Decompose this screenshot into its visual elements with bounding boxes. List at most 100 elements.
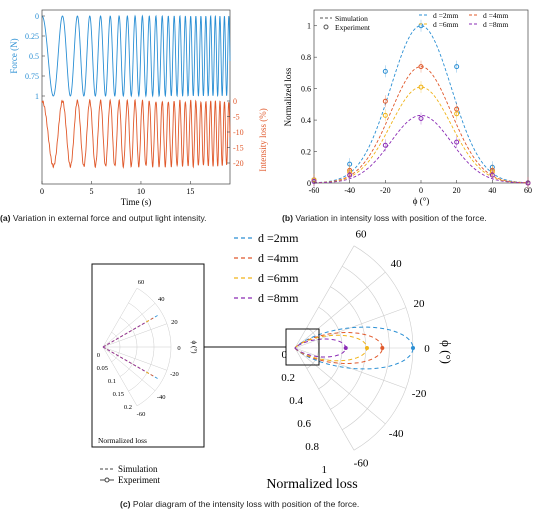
- radial-tick-label: 0.4: [289, 395, 303, 407]
- experiment-point: [347, 172, 353, 178]
- force-series: [41, 14, 231, 98]
- inset-spoke: [102, 346, 156, 391]
- intensity-series: [41, 98, 231, 169]
- plot-frame: [313, 9, 529, 184]
- inset-radial-label: 0.2: [124, 404, 132, 411]
- legend-label: d =4mm: [258, 251, 299, 265]
- y-tick-label: 0.8: [301, 53, 311, 62]
- left-tick-label: 0.5: [29, 52, 39, 61]
- x-tick-label: 40: [488, 186, 496, 195]
- bottom-legend-exp-label: Experiment: [118, 475, 160, 485]
- legend-sim-label: Simulation: [335, 14, 368, 23]
- angle-label: 40: [391, 258, 403, 270]
- caption-a: (a) Variation in external force and outp…: [0, 213, 207, 223]
- y-axis-label: Normalized loss: [283, 67, 293, 126]
- inset-spoke: [102, 287, 138, 348]
- angle-label: 20: [414, 298, 426, 310]
- radial-tick-label: 0.6: [297, 418, 311, 430]
- x-axis-label: ϕ (°): [413, 196, 430, 206]
- y-tick-label: 0: [307, 179, 311, 188]
- inset-radial-label: 0: [97, 352, 100, 359]
- experiment-point: [418, 84, 424, 90]
- caption-a-letter: (a): [0, 213, 11, 223]
- legend-label: d =8mm: [483, 20, 508, 29]
- simulation-curve: [313, 114, 529, 184]
- angle-label: -60: [354, 457, 369, 469]
- inset-angle-label: -20: [170, 371, 179, 378]
- experiment-point: [382, 68, 388, 74]
- inset-phi-label: ϕ (°): [190, 341, 198, 355]
- inset-spoke: [102, 346, 167, 371]
- legend-label: d =2mm: [433, 11, 458, 20]
- left-tick-label: 0.75: [25, 72, 39, 81]
- inset-radial-label: 0.05: [97, 365, 108, 372]
- polar-spoke: [294, 245, 355, 349]
- y-tick-label: 0.4: [301, 116, 311, 125]
- inset-radial-label: 0.1: [108, 378, 116, 385]
- experiment-point: [454, 139, 460, 145]
- radial-axis-label: Normalized loss: [266, 477, 357, 492]
- x-tick-label: -20: [380, 186, 391, 195]
- bottom-legend-exp-marker: [104, 477, 110, 483]
- polar-point: [364, 346, 369, 350]
- radial-tick-label: 0: [282, 349, 288, 361]
- right-tick-label: -15: [233, 144, 244, 153]
- caption-c-text: Polar diagram of the intensity loss with…: [132, 499, 360, 509]
- experiment-point: [311, 178, 317, 184]
- right-tick-label: -5: [233, 113, 240, 122]
- caption-c: (c) Polar diagram of the intensity loss …: [120, 499, 359, 509]
- legend-label: d =6mm: [433, 20, 458, 29]
- inset-spoke: [102, 303, 156, 348]
- legend-exp-marker: [323, 24, 329, 30]
- right-tick-label: 0: [233, 97, 237, 106]
- radial-tick-label: 1: [322, 464, 328, 476]
- y-tick-label: 0.2: [301, 148, 311, 157]
- legend-label: d =6mm: [258, 271, 299, 285]
- polar-point: [411, 346, 415, 350]
- angle-label: -40: [389, 428, 404, 440]
- experiment-point: [454, 111, 460, 117]
- left-tick-label: 0.25: [25, 32, 39, 41]
- experiment-point: [382, 142, 388, 148]
- polar-spoke: [294, 347, 355, 451]
- inset-spoke: [102, 323, 167, 348]
- angle-label: 0: [424, 343, 430, 355]
- x-tick-label: 0: [419, 186, 423, 195]
- plot-frame: [41, 9, 231, 185]
- x-tick-label: 20: [453, 186, 461, 195]
- experiment-point: [418, 116, 424, 122]
- inset-angle-label: 60: [138, 279, 145, 286]
- inset-angle-label: -60: [137, 411, 146, 418]
- caption-b-letter: (b): [282, 213, 293, 223]
- simulation-curve: [313, 25, 529, 184]
- x-tick-label: 5: [89, 187, 93, 196]
- caption-b: (b) Variation in intensity loss with pos…: [282, 213, 487, 223]
- legend-exp-label: Experiment: [335, 23, 371, 32]
- angle-label: 60: [356, 229, 368, 241]
- x-axis-label: Time (s): [121, 197, 151, 207]
- caption-b-text: Variation in intensity loss with positio…: [295, 213, 487, 223]
- inset-radial-axis-label: Normalized loss: [98, 436, 147, 445]
- caption-a-text: Variation in external force and output l…: [12, 213, 207, 223]
- inset-curve: [102, 322, 146, 348]
- inset-angle-label: 40: [158, 296, 165, 303]
- inset-angle-label: 20: [171, 319, 178, 326]
- right-tick-label: -20: [233, 159, 244, 168]
- polar-point: [380, 346, 385, 350]
- x-tick-label: 0: [40, 187, 44, 196]
- experiment-point: [382, 98, 388, 104]
- left-tick-label: 1: [35, 92, 39, 101]
- radial-tick-label: 0.2: [281, 372, 295, 384]
- legend-label: d =8mm: [258, 291, 299, 305]
- inset-frame: [91, 263, 205, 448]
- x-tick-label: 15: [186, 187, 194, 196]
- polar-spoke: [294, 271, 386, 349]
- normalized-loss-chart: -60 -40 -20 0 20 40 60 0 0.2 0.4 0.6 0.8 1 ϕ (°) Norma…: [283, 9, 532, 206]
- legend-label: d =4mm: [483, 11, 508, 20]
- experiment-point: [489, 172, 495, 178]
- simulation-curve: [313, 86, 529, 184]
- left-axis-label: Force (N): [9, 38, 19, 73]
- left-tick-label: 0: [35, 12, 39, 21]
- inset-angle-label: 0: [177, 345, 180, 352]
